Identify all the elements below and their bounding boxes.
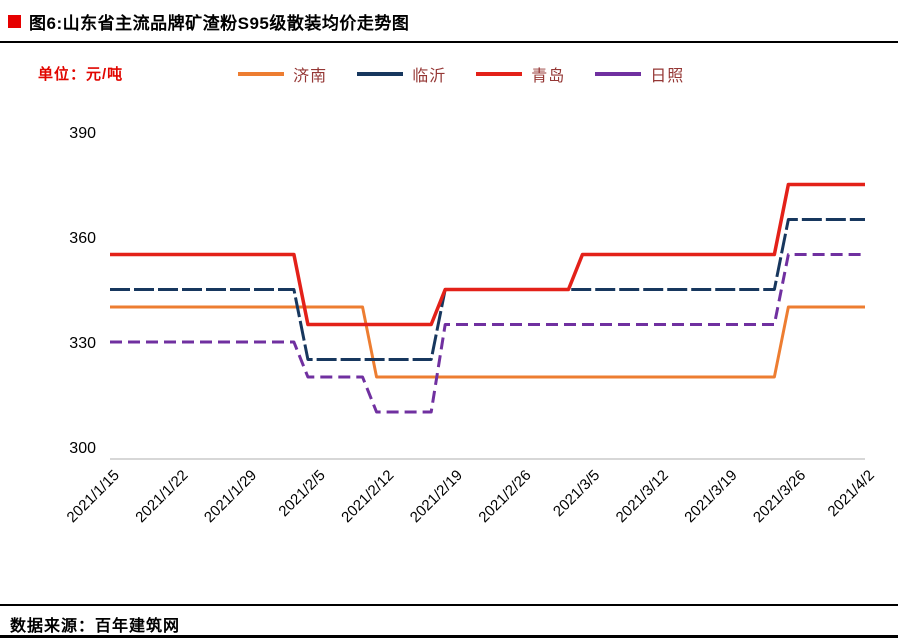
title-bullet-square <box>8 15 21 28</box>
chart-legend: 济南 临沂 青岛 日照 <box>238 62 684 86</box>
x-axis-tick-label: 2021/2/5 <box>275 467 328 520</box>
series-line-日照 <box>110 253 865 414</box>
x-axis-tick-label: 2021/3/12 <box>613 467 672 526</box>
x-axis-tick-label: 2021/3/26 <box>750 467 809 526</box>
x-axis-tick-label: 2021/1/22 <box>132 467 191 526</box>
legend-label: 青岛 <box>531 67 566 85</box>
x-axis-tick-label: 2021/1/15 <box>64 467 123 526</box>
chart-canvas: 300 330 360 390 2021/1/15 2021/1/22 2021/1/29 2… <box>64 125 878 526</box>
x-axis-tick-label: 2021/3/5 <box>550 467 603 520</box>
x-axis-tick-label: 2021/1/29 <box>201 467 260 526</box>
legend-label: 临沂 <box>412 67 447 85</box>
legend-line-swatch <box>357 71 404 76</box>
line-chart: 300 330 360 390 2021/1/15 2021/1/22 2021/1/29 2… <box>0 104 898 604</box>
chart-title-bar: 图6:山东省主流品牌矿渣粉S95级散装均价走势图 <box>0 0 898 43</box>
x-axis-tick-label: 2021/3/19 <box>681 467 740 526</box>
y-axis-tick-label: 330 <box>69 335 96 352</box>
x-axis-tick-label: 2021/2/12 <box>338 467 397 526</box>
source-text: 数据来源：百年建筑网 <box>10 617 181 635</box>
legend-line-swatch <box>476 71 523 76</box>
legend-item-4: 日照 <box>595 62 684 86</box>
page-title: 图6:山东省主流品牌矿渣粉S95级散装均价走势图 <box>29 14 410 33</box>
y-axis-tick-label: 300 <box>69 440 96 457</box>
legend-label: 日照 <box>650 67 685 85</box>
legend-line-swatch <box>238 71 285 76</box>
x-axis-tick-label: 2021/2/26 <box>475 467 534 526</box>
legend-item-2: 临沂 <box>357 62 446 86</box>
legend-item-3: 青岛 <box>476 62 565 86</box>
legend-line-swatch <box>595 71 642 76</box>
series-line-临沂 <box>110 218 865 361</box>
y-axis-tick-label: 390 <box>69 125 96 142</box>
source-bar: 数据来源：百年建筑网 <box>0 604 898 635</box>
legend-label: 济南 <box>293 67 328 85</box>
x-axis-tick-label: 2021/2/19 <box>407 467 466 526</box>
y-axis-tick-label: 360 <box>69 230 96 247</box>
unit-label: 单位：元/吨 <box>38 66 124 83</box>
series-line-青岛 <box>110 182 865 327</box>
series-line-济南 <box>110 305 865 379</box>
legend-item-1: 济南 <box>238 62 327 86</box>
chart-meta-row: 单位：元/吨 济南 临沂 青岛 日照 <box>0 43 898 104</box>
x-axis-tick-label: 2021/4/2 <box>825 467 878 520</box>
